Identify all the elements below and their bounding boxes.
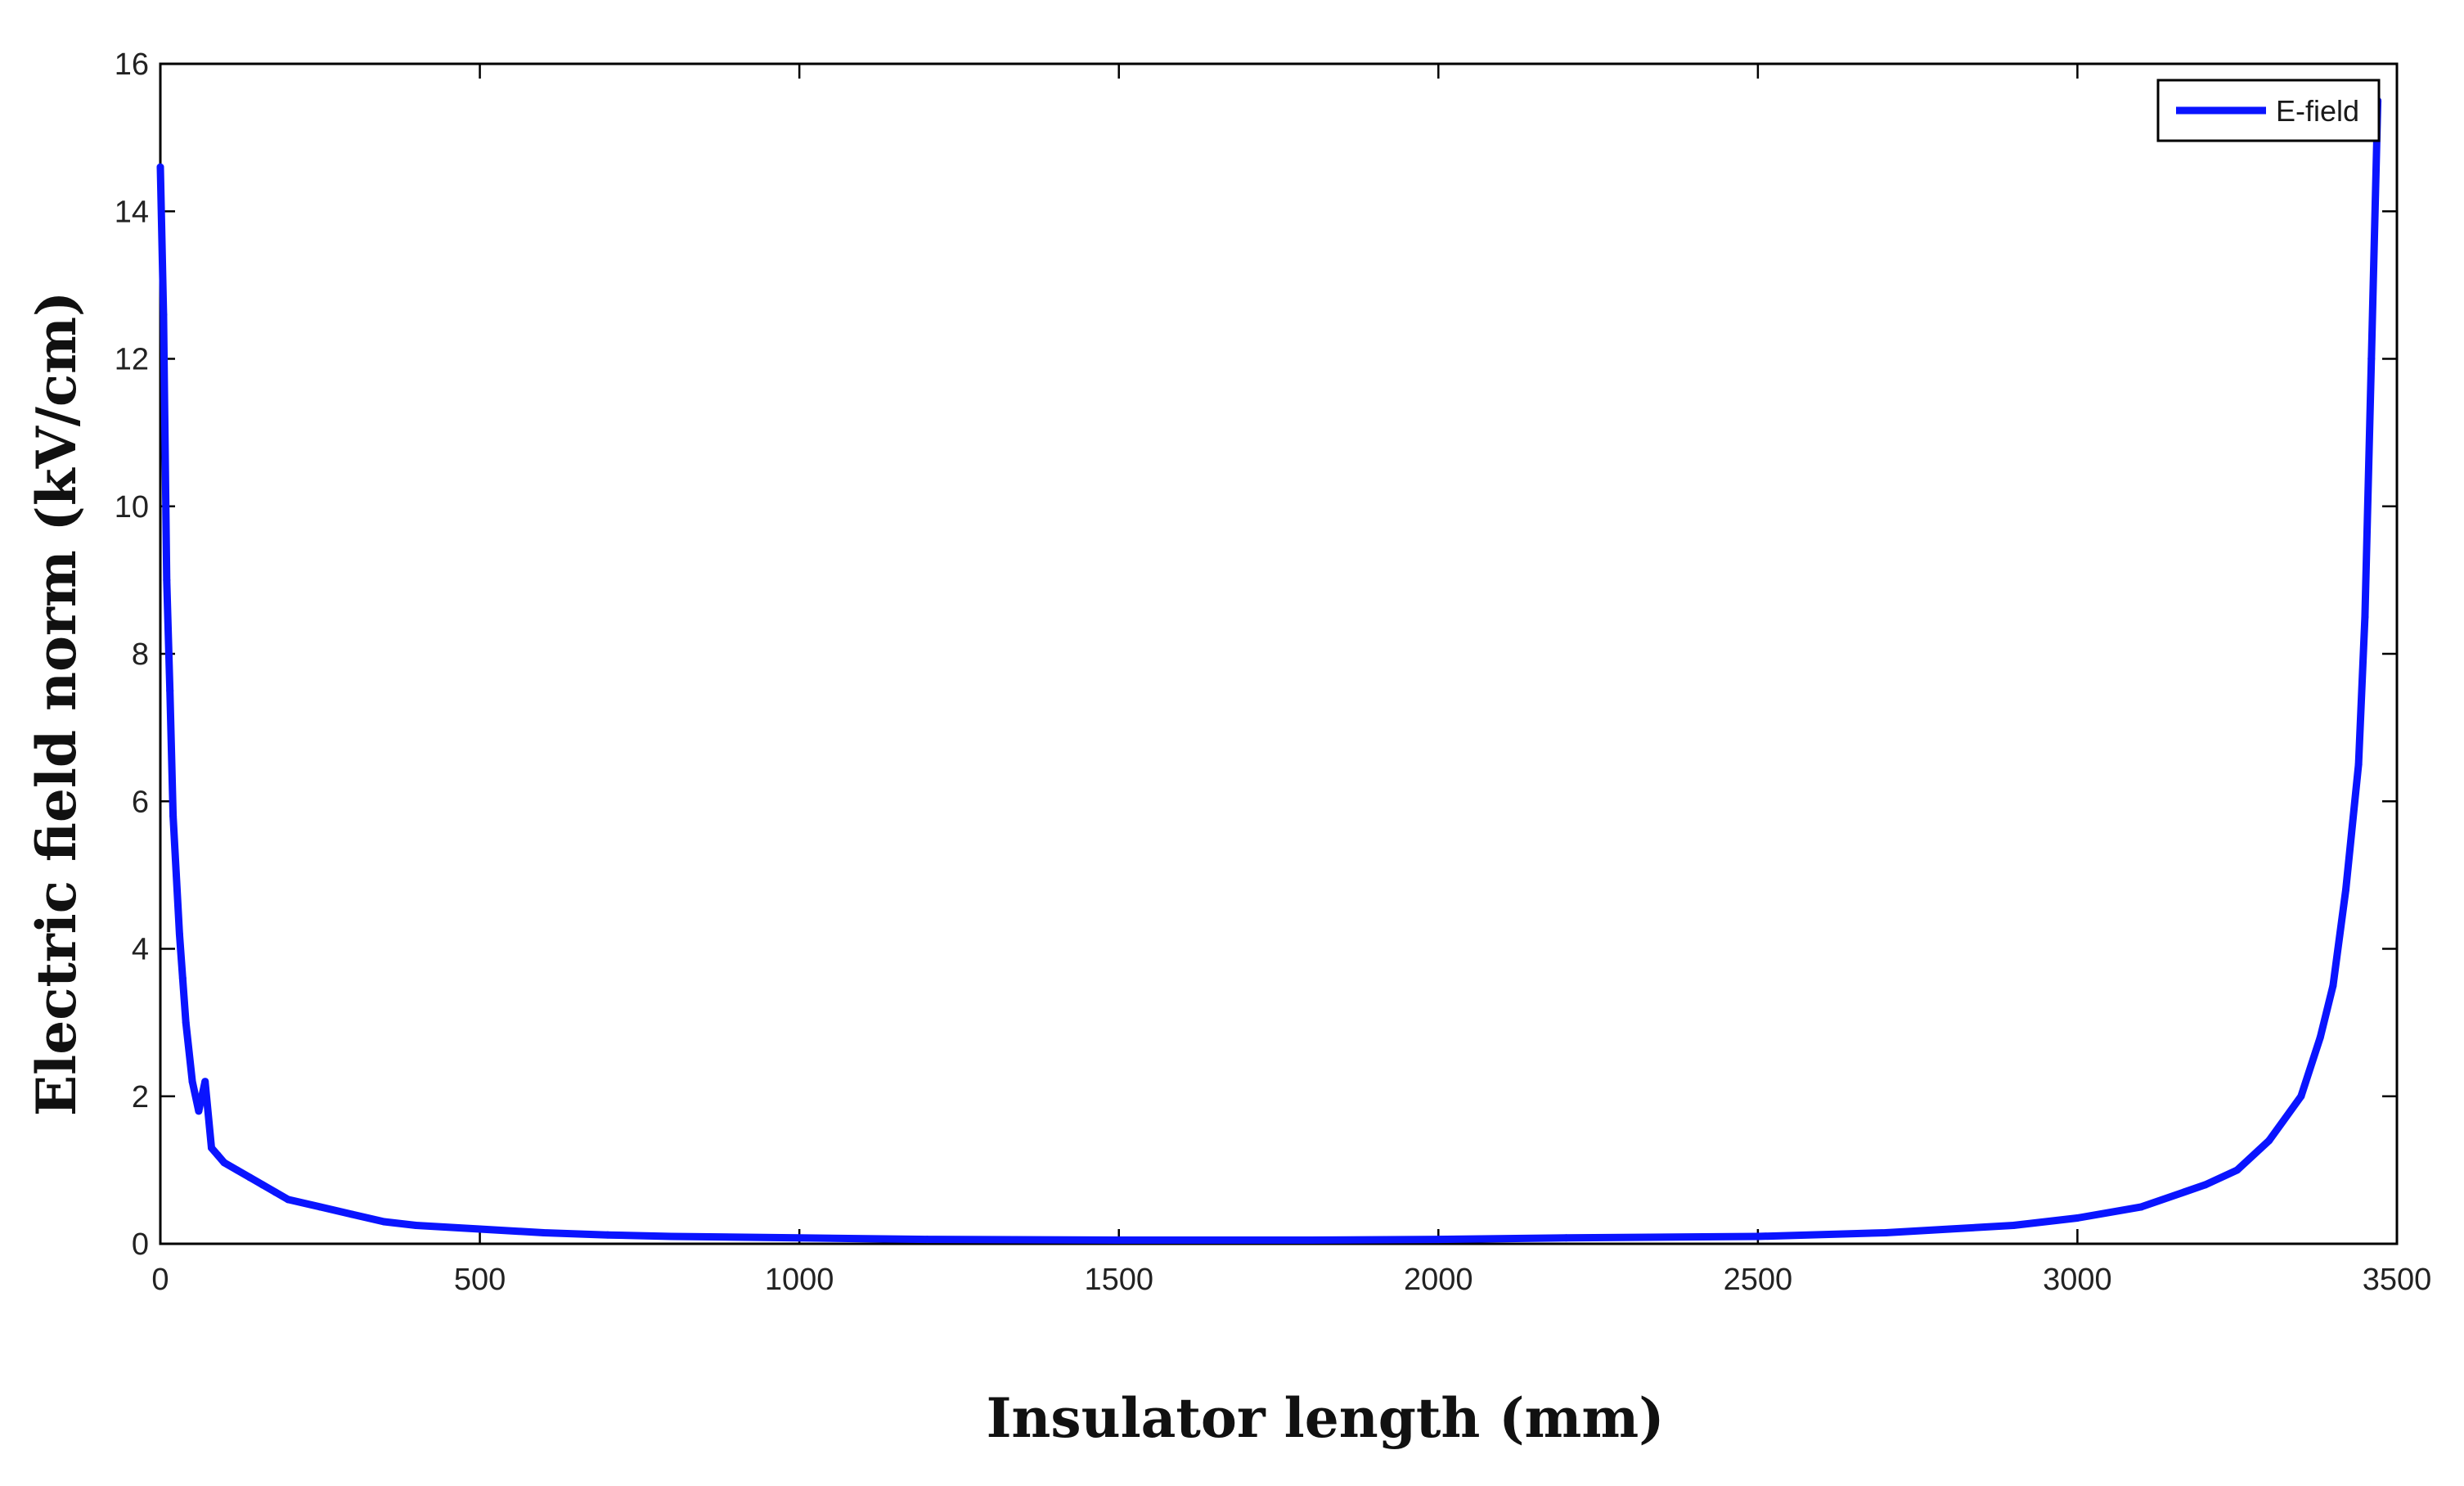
data-point bbox=[1306, 1236, 1315, 1244]
data-point bbox=[2265, 1137, 2273, 1145]
data-point bbox=[2138, 1203, 2146, 1211]
data-point bbox=[540, 1228, 548, 1236]
y-tick-label: 14 bbox=[115, 195, 149, 229]
data-point bbox=[1115, 1236, 1123, 1244]
data-point bbox=[233, 1166, 241, 1174]
data-point bbox=[259, 1181, 267, 1189]
x-tick-label: 2000 bbox=[1404, 1263, 1473, 1297]
data-point bbox=[795, 1234, 803, 1242]
data-point bbox=[156, 163, 164, 171]
y-tick-label: 16 bbox=[115, 47, 149, 82]
data-point bbox=[2073, 1214, 2081, 1222]
x-tick-label: 1500 bbox=[1084, 1263, 1153, 1297]
data-point bbox=[169, 812, 178, 820]
data-point bbox=[245, 1173, 254, 1182]
x-tick-label: 3000 bbox=[2043, 1263, 2112, 1297]
data-point bbox=[1562, 1234, 1571, 1242]
x-axis-title: Insulator length (mm) bbox=[987, 1386, 1665, 1450]
y-tick-label: 10 bbox=[115, 490, 149, 525]
data-point bbox=[348, 1210, 356, 1218]
y-tick-label: 0 bbox=[132, 1227, 149, 1262]
data-point bbox=[2201, 1181, 2210, 1189]
data-point bbox=[476, 1225, 484, 1233]
y-tick-label: 8 bbox=[132, 637, 149, 672]
data-point bbox=[166, 687, 174, 695]
data-point bbox=[1754, 1232, 1762, 1241]
x-tick-label: 500 bbox=[454, 1263, 506, 1297]
legend-box bbox=[2156, 79, 2381, 142]
data-point bbox=[173, 871, 181, 879]
data-point bbox=[1882, 1228, 1890, 1236]
data-point bbox=[182, 1019, 190, 1027]
data-point bbox=[220, 1159, 228, 1167]
data-point bbox=[2361, 613, 2369, 621]
data-point bbox=[178, 975, 187, 983]
data-point bbox=[272, 1188, 280, 1196]
data-point bbox=[316, 1203, 324, 1211]
x-tick-label: 2500 bbox=[1724, 1263, 1793, 1297]
data-point bbox=[2329, 982, 2337, 990]
data-point bbox=[2316, 1033, 2324, 1042]
data-point bbox=[2297, 1092, 2305, 1101]
y-axis-title: Electric field norm (kV/cm) bbox=[25, 291, 88, 1116]
data-point bbox=[380, 1218, 388, 1226]
data-point bbox=[160, 310, 168, 318]
data-point bbox=[195, 1107, 203, 1115]
data-point bbox=[668, 1232, 676, 1241]
data-point bbox=[923, 1236, 931, 1244]
x-tick-label: 3500 bbox=[2363, 1263, 2432, 1297]
data-point bbox=[1945, 1225, 1954, 1233]
y-tick-label: 12 bbox=[115, 343, 149, 377]
x-tick-label: 1000 bbox=[765, 1263, 834, 1297]
x-tick-label: 0 bbox=[151, 1263, 169, 1297]
data-point bbox=[1434, 1236, 1442, 1244]
data-point bbox=[188, 1078, 196, 1086]
data-point bbox=[214, 1151, 222, 1160]
y-tick-label: 4 bbox=[132, 933, 149, 967]
data-point bbox=[2354, 760, 2363, 768]
data-point bbox=[411, 1221, 420, 1229]
data-point bbox=[604, 1231, 612, 1239]
data-point bbox=[2367, 355, 2376, 362]
y-tick-label: 2 bbox=[132, 1080, 149, 1114]
data-point bbox=[284, 1196, 292, 1204]
y-axis-title-group: Electric field norm (kV/cm) bbox=[25, 291, 88, 1116]
data-point bbox=[2233, 1166, 2241, 1174]
data-point bbox=[175, 930, 183, 938]
data-point bbox=[201, 1078, 209, 1086]
data-point bbox=[2342, 885, 2350, 894]
data-point bbox=[2009, 1221, 2017, 1229]
data-point bbox=[163, 576, 171, 584]
y-tick-label: 6 bbox=[132, 785, 149, 819]
legend-label: E-field bbox=[2276, 94, 2359, 128]
data-point bbox=[207, 1144, 215, 1152]
